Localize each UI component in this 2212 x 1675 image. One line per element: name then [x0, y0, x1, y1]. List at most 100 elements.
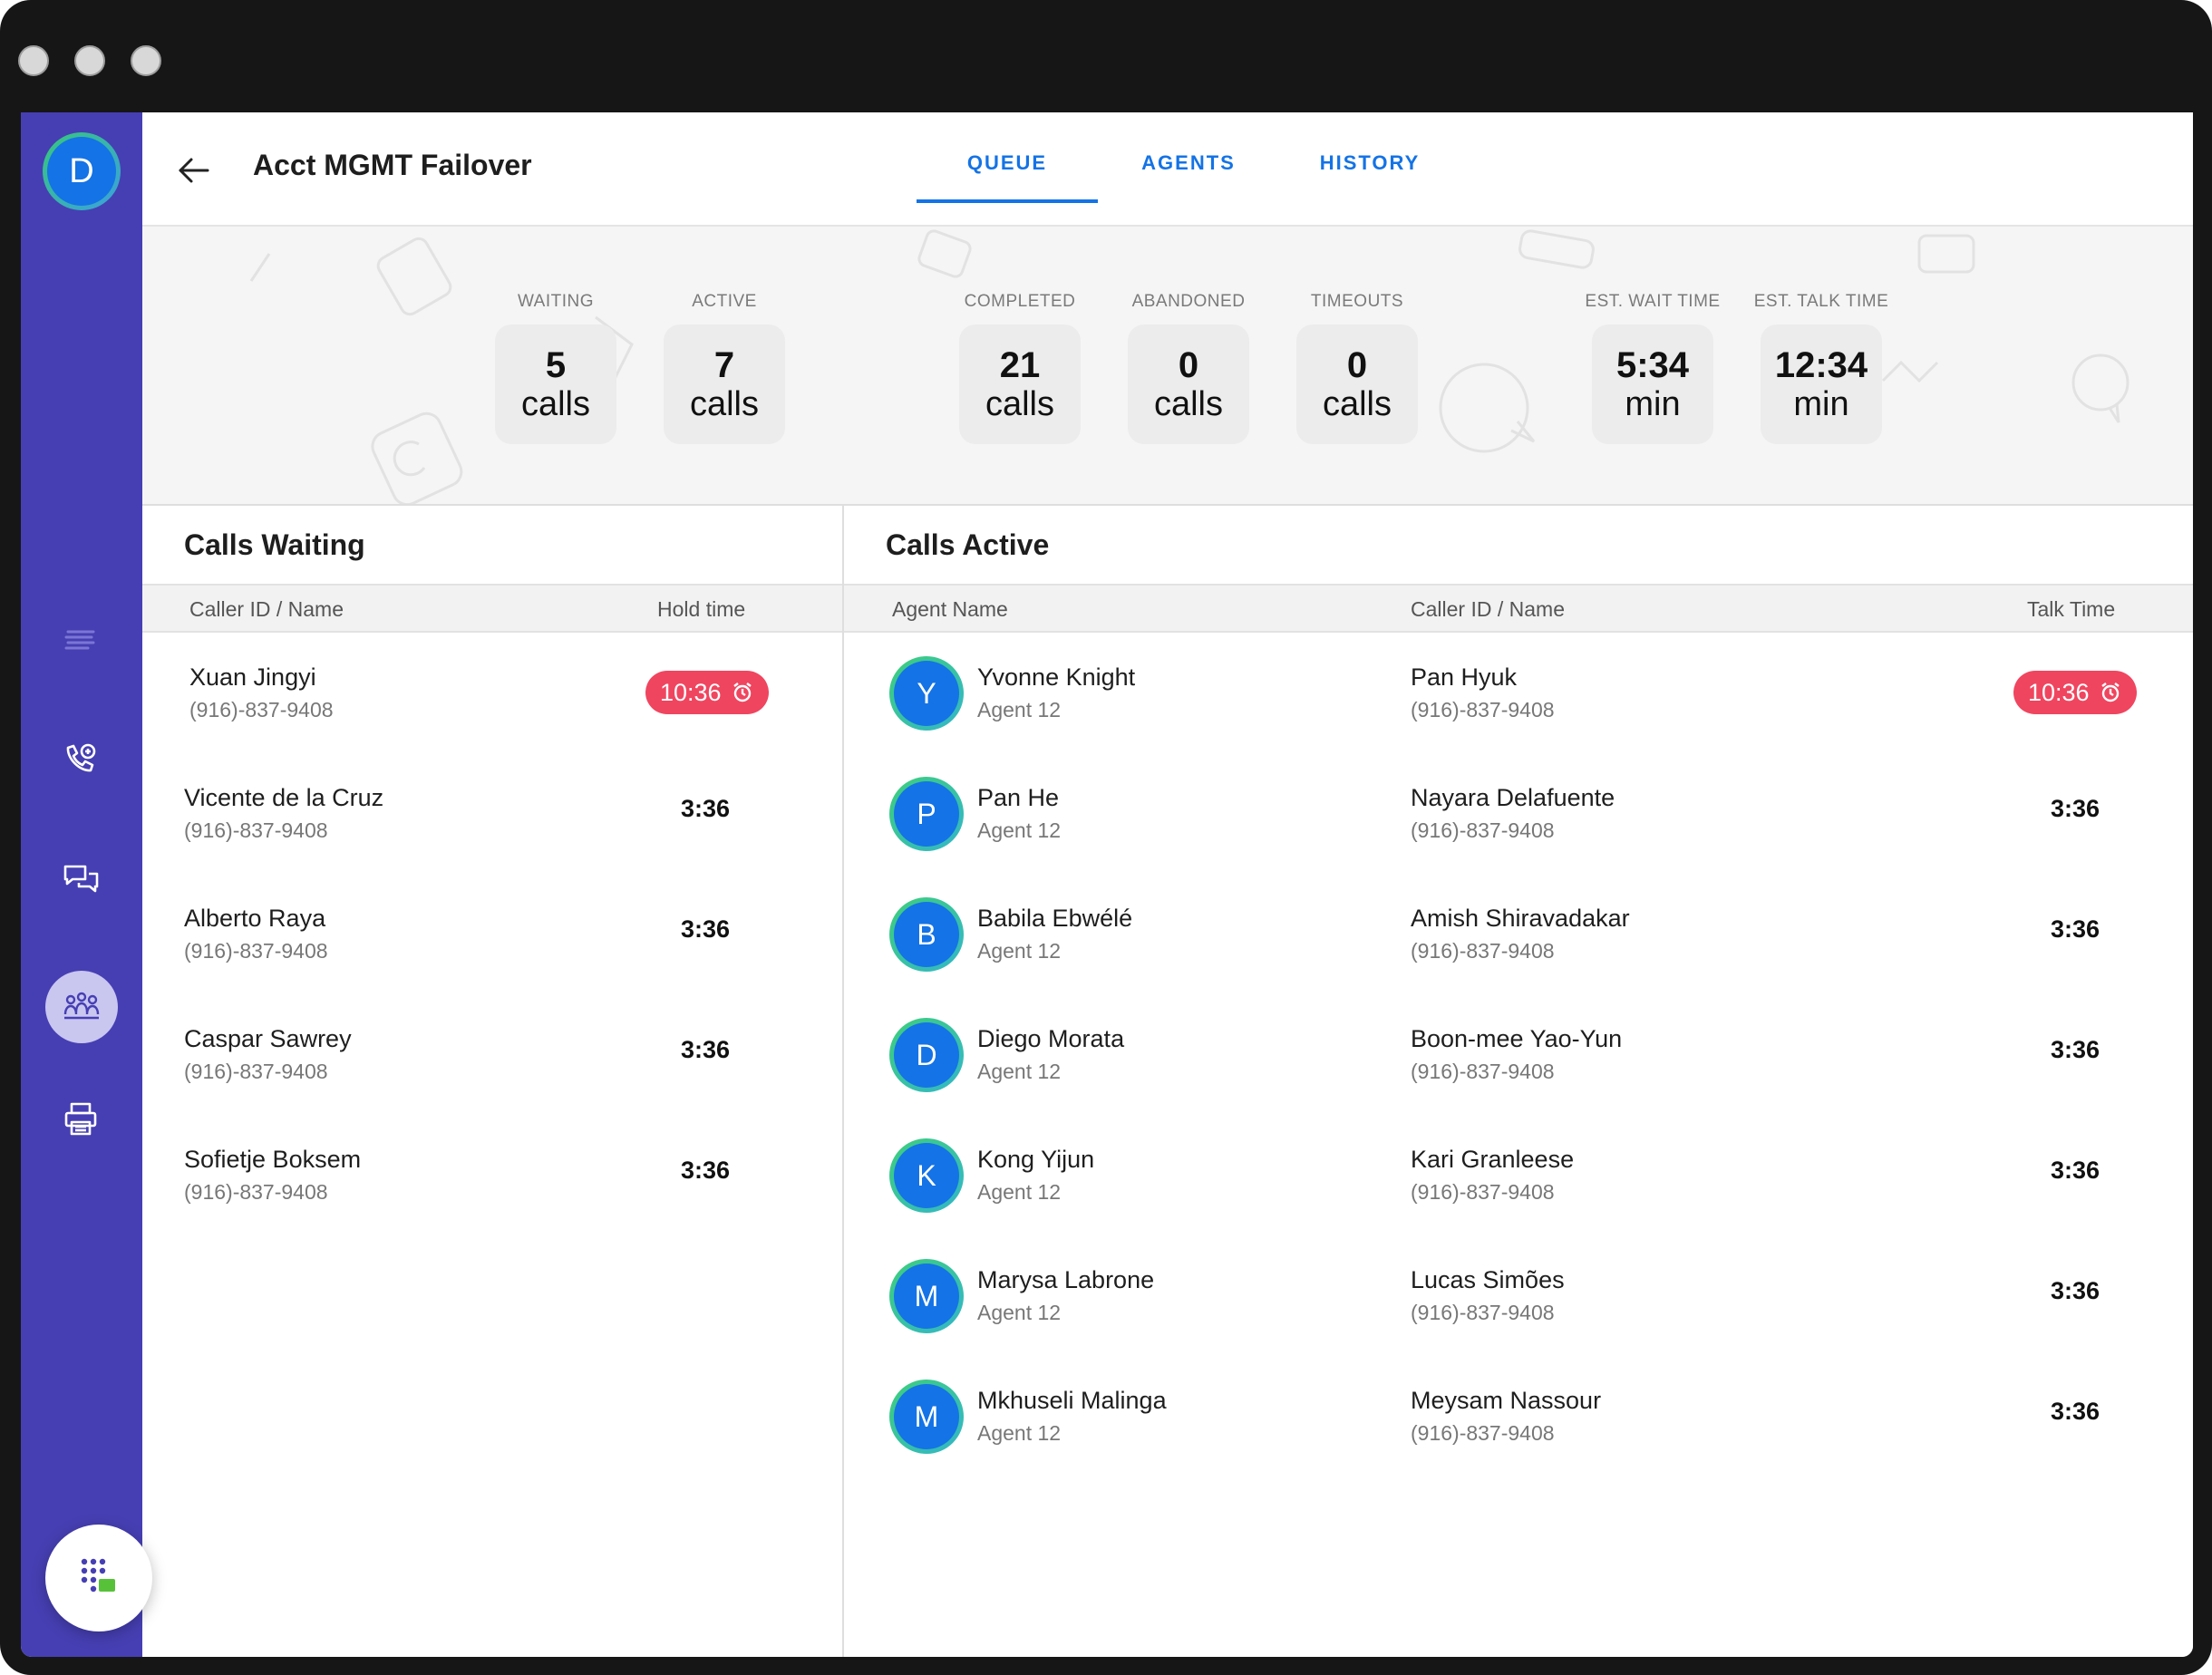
tab-queue[interactable]: QUEUE [917, 112, 1098, 227]
stat-label: ABANDONED [1131, 292, 1246, 311]
table-row[interactable]: Y Yvonne Knight Agent 12 Pan Hyuk (916)-837-… [844, 633, 2193, 753]
stat-box: 7 calls [664, 324, 785, 444]
caller-phone: (916)-837-9408 [1411, 1060, 1555, 1083]
caller-phone: (916)-837-9408 [184, 939, 328, 963]
stat-timeouts: TIMEOUTS 0 calls [1296, 292, 1418, 444]
time-value: 3:36 [2051, 1157, 2100, 1184]
chat-bubbles-icon[interactable] [59, 857, 102, 901]
tab-agents[interactable]: AGENTS [1141, 151, 1236, 174]
tab-bar: QUEUE AGENTS HISTORY [917, 112, 1460, 227]
time-value: 10:36 [660, 678, 722, 706]
calls-waiting-panel: Calls Waiting Caller ID / Name Hold time… [142, 506, 844, 1657]
agent-name: Diego Morata [977, 1025, 1125, 1052]
agent-label: Agent 12 [977, 1060, 1062, 1083]
stat-value: 21 [999, 345, 1041, 385]
caller-name: Lucas Simões [1411, 1266, 1565, 1293]
caller-phone: (916)-837-9408 [184, 818, 328, 842]
agent-avatar-initial: M [894, 1384, 959, 1449]
alarm-clock-icon [2100, 683, 2120, 702]
agent-name: Babila Ebwélé [977, 905, 1133, 932]
table-row[interactable]: Sofietje Boksem (916)-837-9408 3:36 [142, 1115, 842, 1235]
time-value: 3:36 [2051, 1398, 2100, 1425]
agent-name: Kong Yijun [977, 1146, 1095, 1173]
column-caller-id[interactable]: Caller ID / Name [189, 597, 344, 621]
calls-active-title: Calls Active [886, 528, 1050, 561]
caller-phone: (916)-837-9408 [1411, 698, 1555, 721]
table-row[interactable]: Vicente de la Cruz (916)-837-9408 3:36 [142, 753, 842, 874]
close-window-button[interactable] [18, 45, 49, 76]
dialpad-button[interactable] [45, 1525, 152, 1631]
alarm-clock-icon [732, 683, 752, 702]
agent-avatar-initial: D [894, 1022, 959, 1088]
back-arrow-icon[interactable] [175, 152, 211, 189]
agent-avatar-initial: K [894, 1143, 959, 1208]
table-row[interactable]: M Marysa Labrone Agent 12 Lucas Simões (916)… [844, 1235, 2193, 1356]
table-row[interactable]: Alberto Raya (916)-837-9408 3:36 [142, 874, 842, 994]
caller-name: Meysam Nassour [1411, 1387, 1602, 1414]
stat-value: 0 [1346, 345, 1368, 385]
column-talk-time[interactable]: Talk Time [2027, 597, 2116, 621]
agent-name: Yvonne Knight [977, 663, 1136, 691]
time-value: 3:36 [2051, 1277, 2100, 1304]
column-agent-name[interactable]: Agent Name [892, 597, 1008, 621]
agent-label: Agent 12 [977, 1421, 1062, 1445]
window-controls [18, 45, 161, 76]
menu-lines-icon[interactable] [59, 617, 102, 661]
caller-name: Xuan Jingyi [189, 663, 316, 691]
phone-voicemail-icon[interactable] [59, 737, 102, 780]
stat-unit: calls [520, 385, 591, 423]
agent-label: Agent 12 [977, 818, 1062, 842]
zoom-window-button[interactable] [131, 45, 161, 76]
caller-name: Vicente de la Cruz [184, 784, 384, 811]
caller-name: Kari Granleese [1411, 1146, 1575, 1173]
agent-avatar: P [889, 777, 964, 851]
agent-name: Pan He [977, 784, 1060, 811]
stat-label: WAITING [517, 292, 595, 311]
calls-waiting-title: Calls Waiting [184, 528, 365, 561]
stat-value: 0 [1178, 345, 1199, 385]
caller-phone: (916)-837-9408 [184, 1180, 328, 1204]
stat-est-talk-time: EST. TALK TIME 12:34 min [1754, 292, 1888, 444]
table-row[interactable]: M Mkhuseli Malinga Agent 12 Meysam Nassour (… [844, 1356, 2193, 1477]
page-title: Acct MGMT Failover [253, 149, 532, 181]
stat-unit: min [1625, 385, 1681, 423]
team-icon[interactable] [45, 971, 118, 1043]
agent-avatar: Y [889, 656, 964, 731]
column-hold-time[interactable]: Hold time [657, 597, 746, 621]
printer-icon[interactable] [59, 1098, 102, 1141]
stat-est-wait-time: EST. WAIT TIME 5:34 min [1585, 292, 1720, 444]
stat-waiting: WAITING 5 calls [495, 292, 616, 444]
agent-avatar: K [889, 1138, 964, 1213]
stat-value: 12:34 [1774, 345, 1868, 385]
agent-label: Agent 12 [977, 939, 1062, 963]
agent-name: Marysa Labrone [977, 1266, 1155, 1293]
stat-label: EST. TALK TIME [1753, 292, 1889, 311]
app-screen: D [21, 112, 2193, 1657]
table-row[interactable]: Xuan Jingyi (916)-837-9408 10:36 [142, 633, 842, 753]
stat-box: 0 calls [1296, 324, 1418, 444]
stat-label: ACTIVE [692, 292, 757, 311]
stat-active: ACTIVE 7 calls [664, 292, 785, 444]
column-caller-id[interactable]: Caller ID / Name [1411, 597, 1565, 621]
user-avatar[interactable]: D [43, 132, 121, 210]
calls-waiting-list: Xuan Jingyi (916)-837-9408 10:36 Vicente de… [142, 633, 842, 1235]
caller-phone: (916)-837-9408 [1411, 1301, 1555, 1324]
caller-phone: (916)-837-9408 [1411, 818, 1555, 842]
table-row[interactable]: B Babila Ebwélé Agent 12 Amish Shiravadakar… [844, 874, 2193, 994]
table-row[interactable]: D Diego Morata Agent 12 Boon-mee Yao-Yun (91… [844, 994, 2193, 1115]
table-row[interactable]: P Pan He Agent 12 Nayara Delafuente (916)-83… [844, 753, 2193, 874]
stat-value: 5:34 [1615, 345, 1690, 385]
time-value: 3:36 [681, 1157, 731, 1184]
caller-phone: (916)-837-9408 [189, 698, 334, 721]
tab-history[interactable]: HISTORY [1319, 151, 1421, 174]
stat-box: 5 calls [495, 324, 616, 444]
stat-label: TIMEOUTS [1310, 292, 1404, 311]
user-avatar-initial: D [47, 137, 116, 206]
time-value: 10:36 [2028, 678, 2090, 706]
minimize-window-button[interactable] [74, 45, 105, 76]
dialpad-icon [81, 1558, 115, 1593]
table-row[interactable]: K Kong Yijun Agent 12 Kari Granleese (916)-8… [844, 1115, 2193, 1235]
agent-name: Mkhuseli Malinga [977, 1387, 1167, 1414]
table-row[interactable]: Caspar Sawrey (916)-837-9408 3:36 [142, 994, 842, 1115]
